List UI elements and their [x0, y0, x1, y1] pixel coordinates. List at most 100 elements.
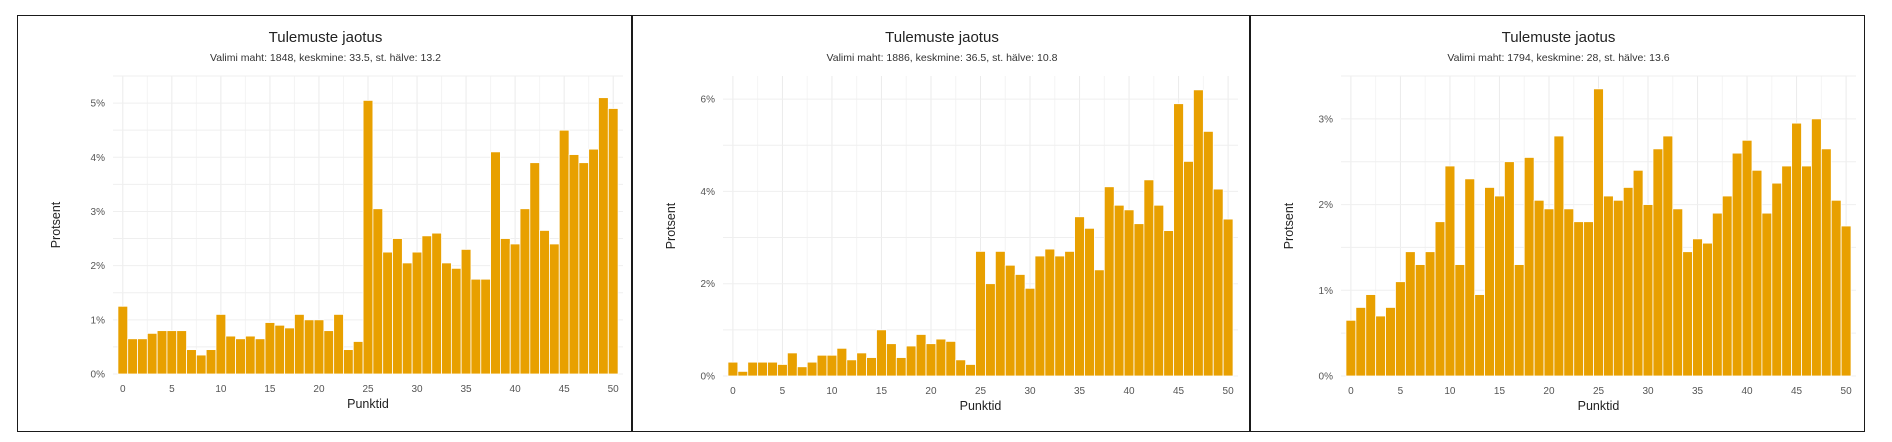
y-tick-labels: 0% 1% 2% 3% 4% 5%: [91, 99, 106, 381]
bar: [1173, 103, 1184, 377]
bar: [915, 334, 927, 377]
bar: [333, 313, 344, 375]
bar: [1044, 248, 1056, 377]
bar: [1212, 188, 1224, 377]
bar: [1222, 218, 1234, 377]
bar: [1385, 307, 1396, 377]
x-tick-label: 15: [1494, 386, 1506, 397]
bar: [1123, 209, 1135, 377]
x-tick-label: 20: [925, 386, 937, 397]
bar: [294, 313, 305, 375]
y-tick-label: 2%: [701, 279, 716, 290]
x-tick-label: 20: [313, 384, 325, 395]
bar: [284, 327, 295, 375]
bar: [176, 330, 187, 375]
chart-panel-1: Tulemuste jaotus Valimi maht: 1848, keskm…: [17, 15, 632, 432]
bar: [1840, 225, 1852, 377]
bar: [1202, 130, 1214, 377]
bar: [441, 262, 452, 375]
x-tick-label: 45: [1173, 386, 1185, 397]
bar: [816, 354, 828, 377]
y-tick-label: 1%: [91, 315, 106, 326]
bar: [1014, 274, 1026, 377]
bar: [421, 235, 433, 375]
bars: [1345, 88, 1852, 377]
x-tick-label: 10: [1444, 386, 1456, 397]
bar: [1741, 139, 1753, 377]
bar: [382, 251, 393, 375]
bar: [1414, 264, 1426, 377]
chart-svg-1: Tulemuste jaotus Valimi maht: 1848, keskm…: [49, 29, 623, 411]
y-tick-label: 3%: [91, 207, 106, 218]
bar: [796, 366, 808, 377]
bar: [1153, 204, 1165, 377]
bar: [392, 238, 403, 375]
bar: [156, 330, 168, 375]
bar: [1632, 169, 1644, 377]
bar: [509, 243, 521, 375]
bar: [598, 97, 609, 375]
bar: [737, 370, 749, 377]
bar: [1593, 88, 1604, 377]
bar: [1692, 238, 1703, 377]
bar: [945, 340, 957, 377]
bar: [1454, 264, 1466, 377]
x-tick-label: 0: [1348, 386, 1354, 397]
x-tick-label: 5: [780, 386, 786, 397]
bar: [1444, 165, 1456, 377]
bar: [352, 341, 364, 375]
bar: [1652, 148, 1664, 377]
bar: [195, 354, 207, 375]
bar: [1093, 269, 1105, 377]
bar: [1662, 135, 1674, 377]
bar: [905, 345, 917, 377]
chart-svg-2: Tulemuste jaotus Valimi maht: 1886, keskm…: [664, 29, 1238, 413]
bar: [519, 208, 531, 375]
bar: [1484, 187, 1495, 377]
bar: [460, 248, 472, 375]
bar: [166, 330, 178, 375]
bar: [876, 329, 887, 377]
bar: [1781, 165, 1793, 377]
bar: [757, 361, 768, 377]
bar: [1464, 178, 1476, 377]
chart-subtitle: Valimi maht: 1848, keskmine: 33.5, st. h…: [210, 52, 441, 64]
bar: [1563, 208, 1575, 377]
bar: [127, 338, 138, 375]
y-tick-label: 6%: [701, 95, 716, 106]
x-tick-label: 25: [1593, 386, 1605, 397]
bar: [1404, 251, 1416, 377]
bar: [1375, 315, 1386, 377]
bar: [856, 352, 868, 377]
bar: [146, 332, 158, 375]
bar: [1084, 227, 1095, 377]
bar: [362, 99, 374, 375]
bars: [727, 89, 1234, 377]
bar: [1583, 221, 1594, 377]
y-tick-label: 0%: [701, 372, 716, 383]
x-tick-labels: 0 5 10 15 20 25 30 35 40 45 50: [120, 384, 619, 395]
x-tick-label: 30: [1642, 386, 1654, 397]
bar: [1771, 182, 1783, 377]
bar: [1622, 187, 1634, 377]
bar: [1672, 208, 1684, 377]
chart-panel-2: Tulemuste jaotus Valimi maht: 1886, keskm…: [632, 15, 1250, 432]
bar: [1345, 319, 1357, 377]
bar: [1395, 281, 1406, 377]
y-tick-label: 4%: [701, 187, 716, 198]
y-tick-label: 2%: [91, 261, 106, 272]
bar: [1642, 204, 1654, 377]
bar: [1811, 118, 1822, 377]
bar: [137, 338, 148, 375]
bar: [235, 338, 246, 375]
bar: [245, 335, 256, 375]
x-tick-label: 20: [1543, 386, 1555, 397]
x-tick-label: 50: [1223, 386, 1235, 397]
y-tick-label: 4%: [91, 153, 106, 164]
x-tick-label: 15: [264, 384, 276, 395]
bar: [886, 343, 897, 377]
chart-subtitle: Valimi maht: 1794, keskmine: 28, st. häl…: [1447, 52, 1669, 64]
bar: [1721, 195, 1733, 377]
bar: [1024, 287, 1036, 377]
bar: [1133, 223, 1145, 377]
